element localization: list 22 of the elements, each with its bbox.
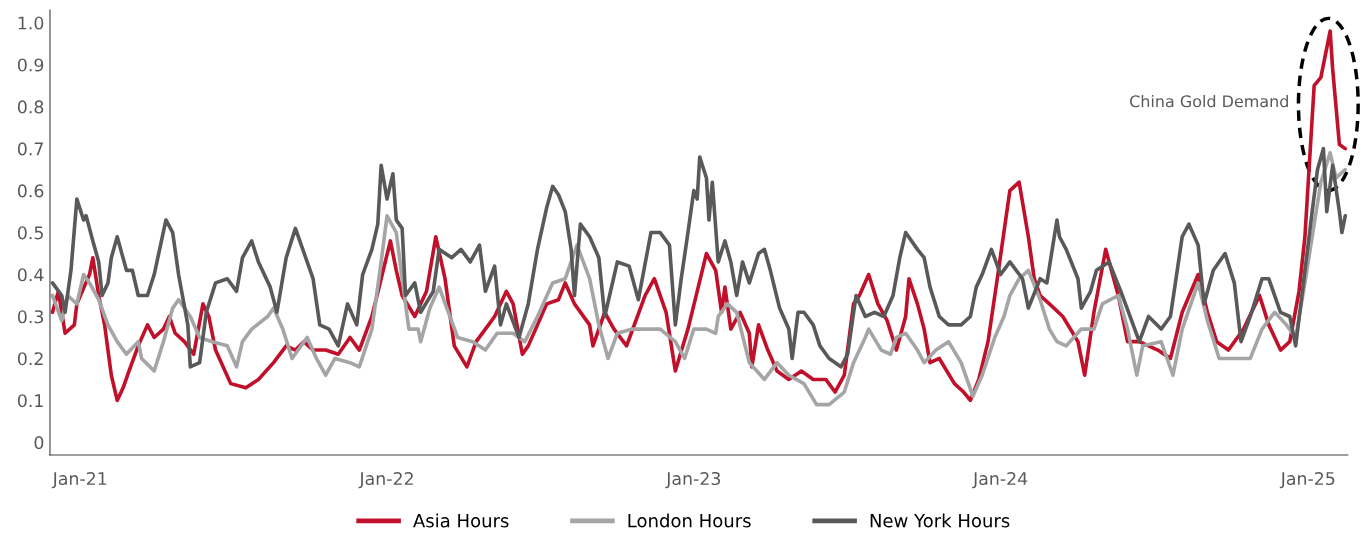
x-tick-label: Jan-23 <box>665 471 720 489</box>
legend-label: London Hours <box>628 513 751 528</box>
annotation: China Gold Demand <box>1130 94 1288 108</box>
y-tick-label: 0.3 <box>17 310 44 324</box>
y-tick-label: 0.8 <box>17 100 44 114</box>
y-tick-label: 0.9 <box>17 58 44 72</box>
line-series <box>50 151 1348 407</box>
y-tick-label: 0.2 <box>17 352 43 366</box>
y-tick-label: 0.4 <box>17 268 44 282</box>
y-tick-label: 0.1 <box>17 394 43 408</box>
legend-label: New York Hours <box>870 513 1010 528</box>
x-tick-label: Jan-22 <box>358 471 413 489</box>
legend-label: Asia Hours <box>413 513 509 528</box>
line-series <box>50 146 1348 369</box>
y-tick-label: 1.0 <box>18 16 44 30</box>
x-tick-label: Jan-21 <box>51 471 107 489</box>
y-tick-label: 0.7 <box>17 142 43 156</box>
y-tick-label: 0.5 <box>17 226 43 240</box>
x-tick-label: Jan-25 <box>1279 471 1335 489</box>
y-tick-label: 0 <box>34 436 44 450</box>
x-tick-label: Jan-24 <box>972 471 1028 489</box>
y-tick-label: 0.6 <box>17 184 44 198</box>
